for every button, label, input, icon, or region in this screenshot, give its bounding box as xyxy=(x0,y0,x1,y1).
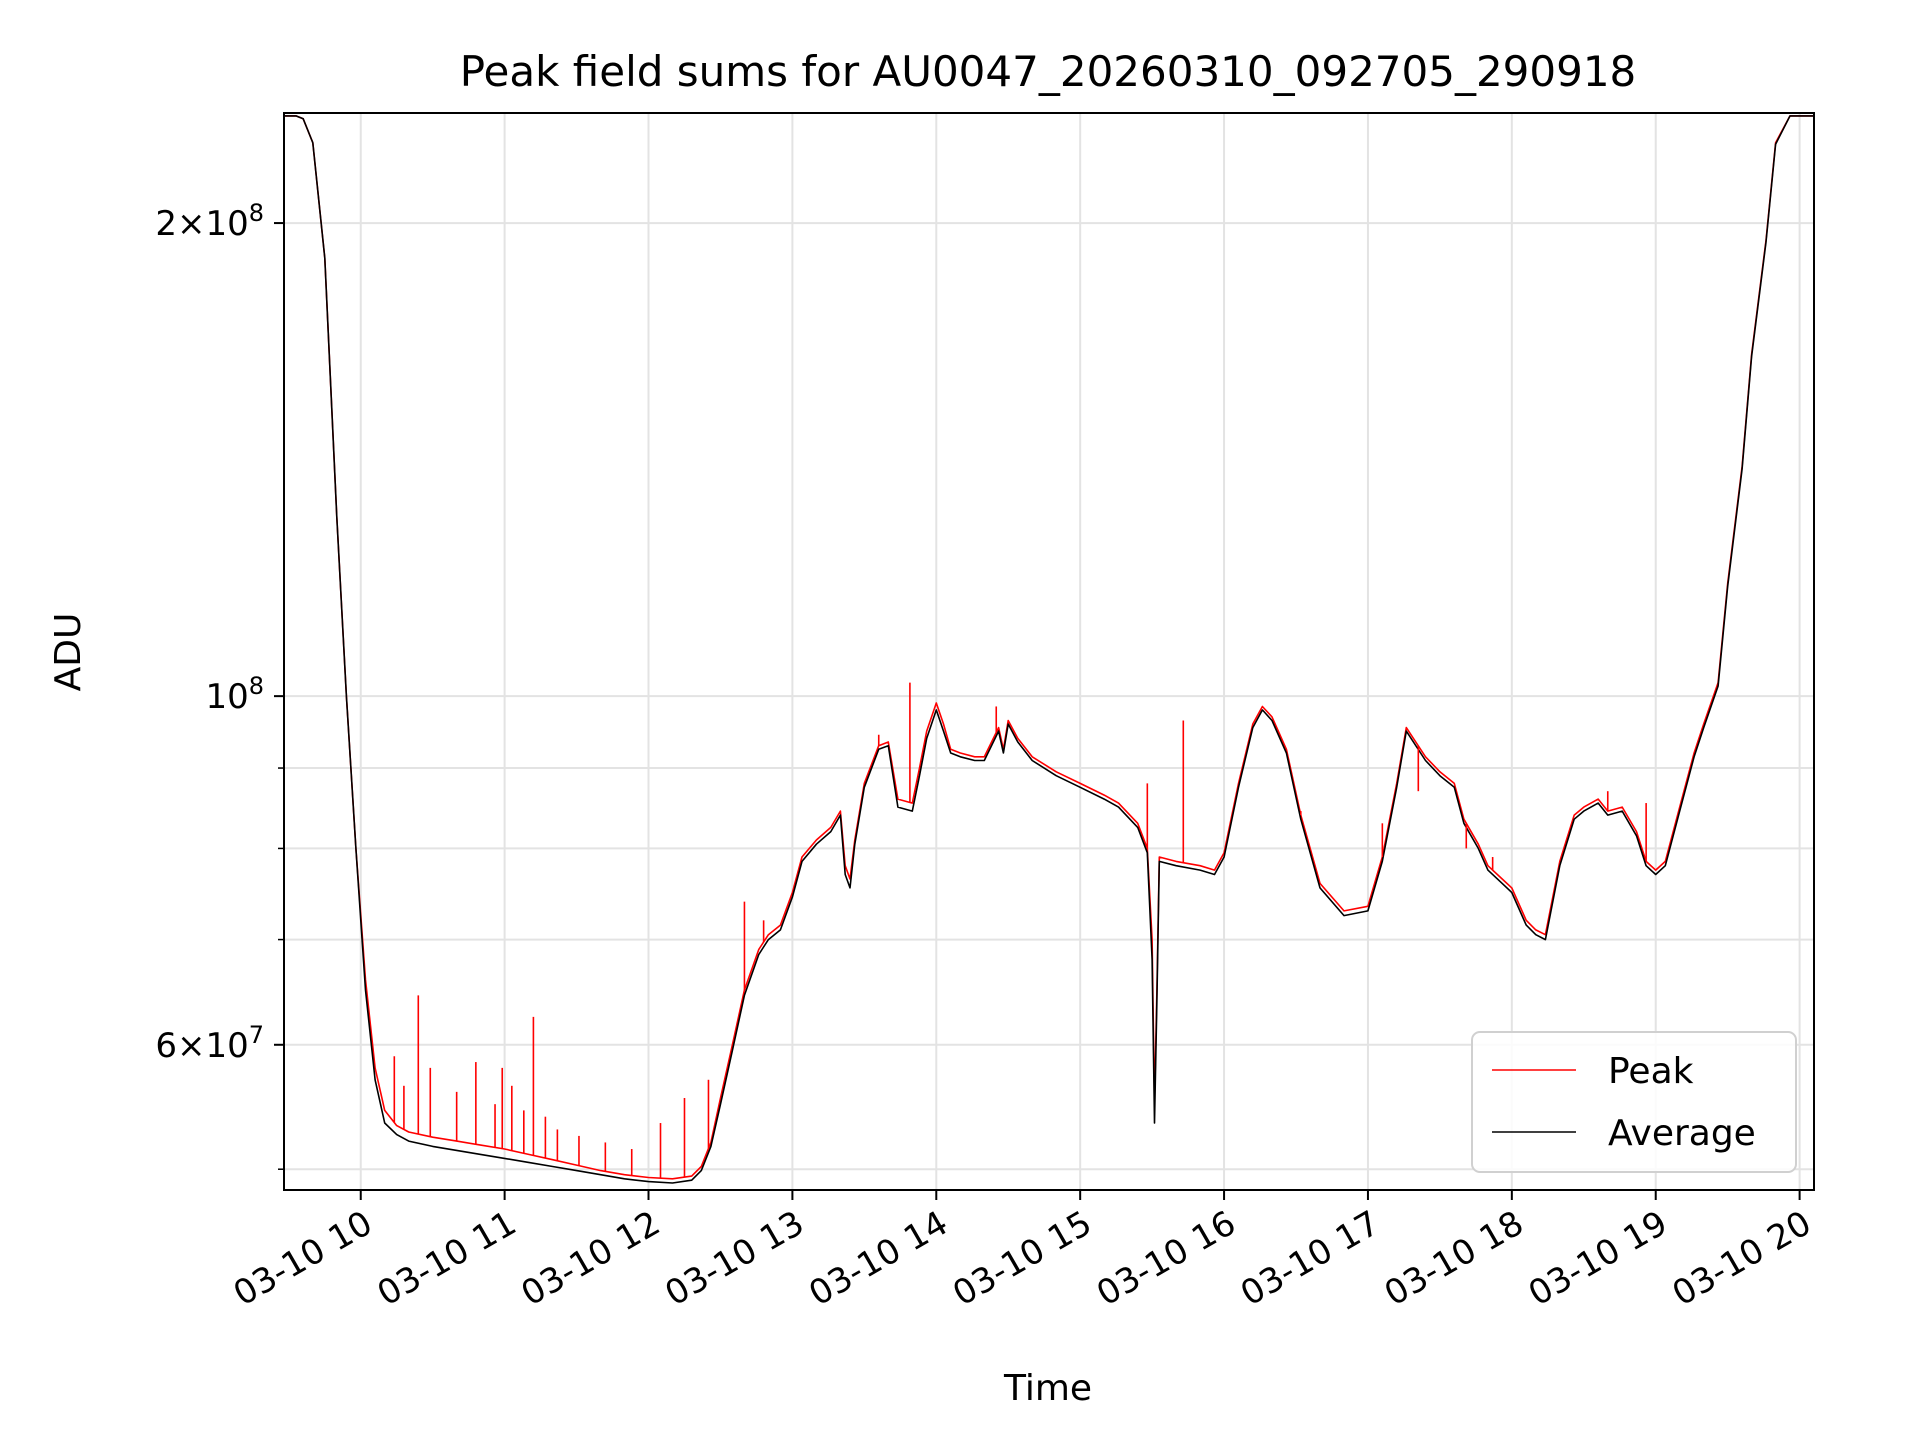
legend-label-peak: Peak xyxy=(1608,1051,1694,1092)
y-tick-times: × xyxy=(177,1026,206,1066)
axes-frame xyxy=(283,112,1815,1191)
plot-area xyxy=(284,115,1814,1184)
y-axis-label: ADU xyxy=(48,613,89,692)
legend-label-average: Average xyxy=(1608,1113,1756,1154)
y-tick-exponent: 8 xyxy=(249,199,264,227)
legend: Peak Average xyxy=(1471,1031,1797,1173)
legend-box xyxy=(1471,1031,1797,1173)
x-axis-label: Time xyxy=(1003,1368,1092,1409)
y-tick-base: 10 xyxy=(205,1026,248,1066)
y-tick-exponent: 8 xyxy=(249,672,264,700)
y-tick-mantissa: 2 xyxy=(155,204,177,244)
y-tick-label: 6×107 xyxy=(155,1021,264,1066)
series-line-average xyxy=(284,115,1814,1184)
y-tick-label: 108 xyxy=(205,672,264,717)
series-line-peak xyxy=(284,115,1814,1180)
grid xyxy=(284,113,1814,1190)
y-tick-base: 10 xyxy=(205,677,248,717)
y-tick-label: 2×108 xyxy=(155,199,264,244)
y-tick-mantissa: 6 xyxy=(155,1026,177,1066)
y-tick-times: × xyxy=(177,204,206,244)
y-tick-exponent: 7 xyxy=(249,1021,264,1049)
y-tick-base: 10 xyxy=(205,204,248,244)
chart-title: Peak field sums for AU0047_20260310_0927… xyxy=(460,47,1637,96)
